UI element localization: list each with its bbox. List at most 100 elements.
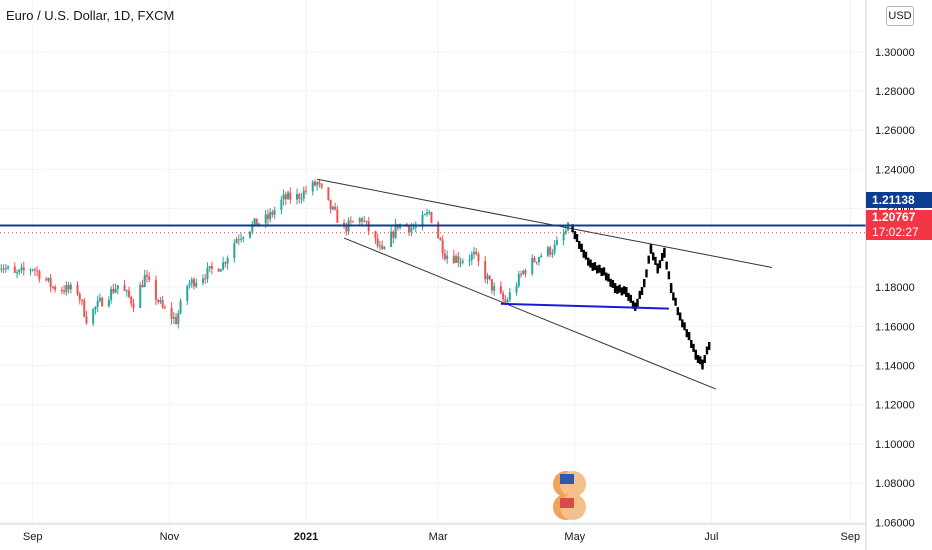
candle-body xyxy=(546,247,549,256)
candle-body xyxy=(564,230,567,234)
projection-bar xyxy=(674,297,677,306)
projection-bar xyxy=(616,285,619,294)
x-tick-label: Sep xyxy=(23,531,43,543)
projection-bar xyxy=(690,339,693,348)
candle-body xyxy=(533,258,536,262)
candle-body xyxy=(125,290,128,292)
candle-body xyxy=(163,307,166,309)
candle-body xyxy=(235,239,238,244)
candle-body xyxy=(94,306,97,310)
candle-body xyxy=(98,297,101,301)
projection-bar xyxy=(580,243,583,252)
candle-body xyxy=(161,300,164,308)
projection-bar xyxy=(629,294,632,303)
candle-body xyxy=(36,270,39,272)
candle-body xyxy=(412,227,415,229)
candle-body xyxy=(520,274,523,276)
candle-body xyxy=(271,212,274,215)
candle-body xyxy=(537,257,540,262)
projection-bar xyxy=(656,263,659,272)
candle-body xyxy=(300,198,303,200)
projection-bar xyxy=(640,287,644,296)
candle-body xyxy=(452,255,455,263)
candle-body xyxy=(101,297,104,307)
projection-bar xyxy=(696,355,700,364)
candle-body xyxy=(457,256,460,263)
candle-body xyxy=(287,192,290,200)
candle-body xyxy=(253,218,256,225)
projection-bar xyxy=(611,279,615,288)
candle-body xyxy=(499,286,502,294)
candle-body xyxy=(313,181,316,186)
x-tick-label: Jul xyxy=(704,531,718,543)
projection-bar xyxy=(575,234,579,243)
candle-body xyxy=(20,267,23,270)
candle-body xyxy=(188,283,191,286)
y-tick-label: 1.28000 xyxy=(875,86,915,98)
price-axis[interactable]: 1.300001.280001.260001.240001.220001.180… xyxy=(865,0,915,550)
candle-body xyxy=(206,267,209,279)
candle-body xyxy=(116,285,119,289)
projection-bar xyxy=(672,292,675,301)
projection-bar xyxy=(652,252,655,261)
candle-body xyxy=(159,300,162,302)
candle-body xyxy=(461,261,464,263)
projection-bar xyxy=(665,261,668,270)
candle-body xyxy=(141,284,144,287)
candle-body xyxy=(549,247,552,255)
projection-bar xyxy=(600,268,603,277)
candle-body xyxy=(63,290,66,292)
candle-body xyxy=(425,212,428,215)
candle-body xyxy=(224,262,227,264)
x-tick-label: May xyxy=(564,531,585,543)
candle-body xyxy=(484,261,487,280)
currency-button[interactable]: USD xyxy=(886,6,914,26)
candle-body xyxy=(374,231,377,239)
projection-bar xyxy=(578,240,581,249)
candle-body xyxy=(486,275,489,280)
candle-body xyxy=(240,238,243,240)
candle-body xyxy=(273,210,276,215)
projection-bar xyxy=(681,319,684,328)
candle-body xyxy=(459,262,462,264)
candle-body xyxy=(148,276,151,280)
candle-body xyxy=(210,265,213,269)
candle-body xyxy=(316,182,319,186)
projection-bar xyxy=(593,262,597,271)
candle-body xyxy=(201,278,204,284)
candle-body xyxy=(349,220,352,222)
candle-body xyxy=(311,181,314,192)
projection-bar xyxy=(647,255,650,264)
candle-body xyxy=(170,307,173,319)
projection-bar xyxy=(636,298,639,307)
projection-bar xyxy=(645,269,648,278)
candle-body xyxy=(522,270,525,275)
chart-grid xyxy=(0,0,866,524)
candle-body xyxy=(266,214,269,220)
candle-body xyxy=(226,258,229,264)
candle-body xyxy=(473,251,475,255)
candle-body xyxy=(22,267,25,271)
candle-body xyxy=(179,301,182,314)
projection-bar xyxy=(703,355,706,364)
y-tick-label: 1.12000 xyxy=(875,400,915,412)
candle-body xyxy=(233,243,236,259)
candle-body xyxy=(437,222,440,238)
candle-body xyxy=(269,212,272,220)
candle-body xyxy=(69,284,72,290)
projection-bar xyxy=(699,356,702,365)
candle-body xyxy=(237,239,240,241)
trendline-lower xyxy=(343,237,717,390)
watermark-logo xyxy=(553,471,586,520)
candle-body xyxy=(47,277,50,281)
projection-bar xyxy=(571,224,574,233)
time-axis[interactable]: Sep Nov 2021 Mar May Jul Sep xyxy=(0,523,866,543)
candle-body xyxy=(112,288,115,293)
projection-bar xyxy=(627,292,630,301)
symbol-title[interactable]: Euro / U.S. Dollar, 1D, FXCM xyxy=(6,8,175,23)
candle-body xyxy=(107,299,110,307)
candle-body xyxy=(555,240,558,245)
candle-body xyxy=(154,279,157,300)
projection-bar xyxy=(573,231,576,240)
